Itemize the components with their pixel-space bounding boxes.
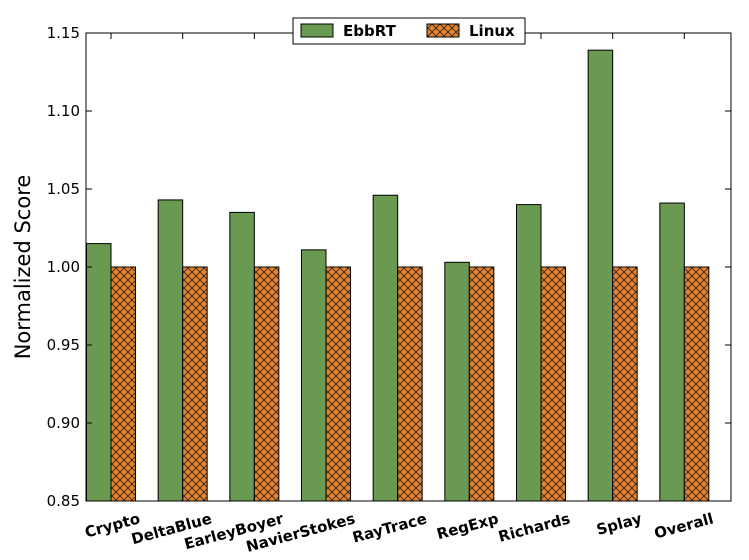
y-tick-label: 1.00 (47, 258, 80, 276)
y-axis: 0.85 0.90 0.95 1.00 1.05 1.10 1.15 (47, 24, 731, 510)
x-tick-label-overall: Overall (652, 509, 715, 542)
bar-ebbrt-crypto (86, 243, 112, 502)
bar-linux-earleyboyer (253, 266, 280, 502)
y-axis-title: Normalized Score (11, 175, 35, 360)
x-tick-label-raytrace: RayTrace (350, 509, 428, 546)
y-tick-label: 1.05 (47, 180, 80, 198)
legend-label-linux: Linux (469, 22, 515, 40)
bar-ebbrt-overall (659, 202, 685, 502)
legend: EbbRT Linux (292, 17, 526, 45)
bar-linux-regexp (468, 266, 495, 502)
bar-linux-raytrace (397, 266, 423, 502)
y-tick-label: 1.10 (47, 102, 80, 120)
bar-linux-splay (612, 266, 638, 502)
legend-swatch-linux (426, 23, 460, 38)
bar-linux-richards (540, 266, 566, 502)
x-tick-label-richards: Richards (496, 509, 572, 545)
y-tick-label: 1.15 (47, 24, 80, 42)
bar-ebbrt-navierstokes (301, 249, 327, 502)
bar-ebbrt-splay (587, 49, 614, 502)
bars-group (86, 49, 710, 502)
y-tick-label: 0.95 (47, 336, 80, 354)
x-tick-label-regexp: RegExp (435, 509, 501, 543)
legend-swatch-ebbrt (300, 23, 334, 38)
bar-ebbrt-earleyboyer (229, 211, 255, 502)
bar-ebbrt-regexp (444, 261, 470, 502)
y-tick-label: 0.90 (47, 414, 80, 432)
y-tick-label: 0.85 (47, 492, 80, 510)
bar-linux-crypto (110, 266, 136, 502)
x-tick-label-splay: Splay (594, 509, 643, 538)
bar-linux-navierstokes (325, 266, 351, 502)
bar-linux-overall (683, 266, 710, 502)
bar-ebbrt-richards (516, 204, 542, 502)
bar-ebbrt-deltablue (157, 199, 184, 502)
bar-ebbrt-raytrace (372, 194, 399, 502)
bar-linux-deltablue (182, 266, 208, 502)
legend-label-ebbrt: EbbRT (343, 22, 397, 40)
